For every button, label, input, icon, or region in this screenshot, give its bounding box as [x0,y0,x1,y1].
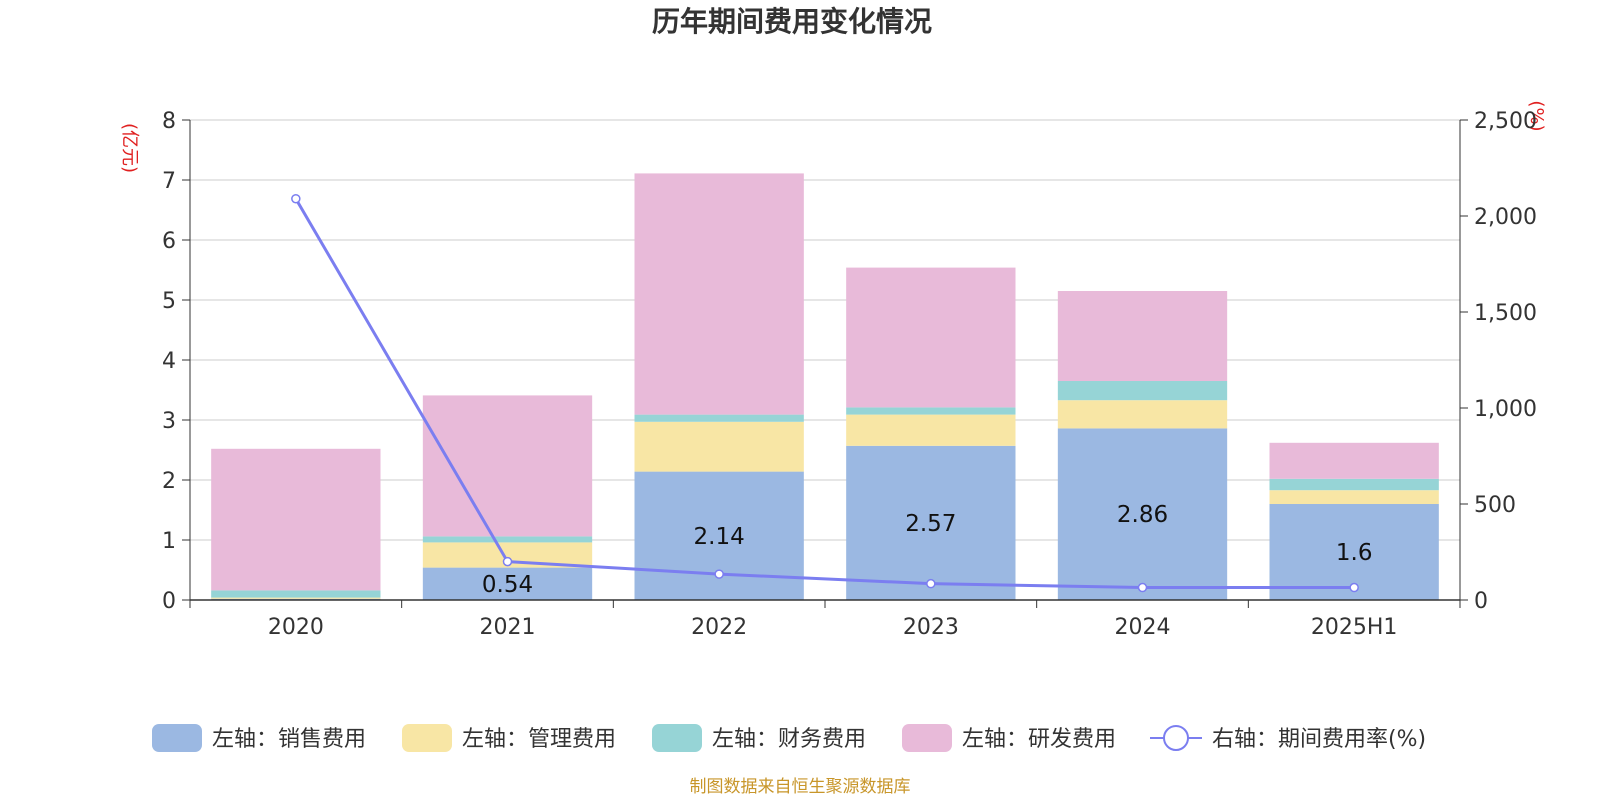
bar-segment [211,590,381,598]
bar-data-label: 2.14 [694,524,745,550]
right-axis-tick-label: 0 [1474,589,1488,614]
rate-point [714,569,724,579]
chart-title: 历年期间费用变化情况 [652,5,932,38]
rate-point [926,578,936,589]
legend-label: 左轴：管理费用 [462,727,616,752]
legend-label: 左轴：销售费用 [212,727,366,752]
x-axis-tick-label: 2022 [691,615,747,640]
left-axis-tick-label: 1 [162,529,176,554]
bar-segment [1269,478,1439,491]
bar-data-label: 2.86 [1117,502,1168,528]
left-axis-tick-label: 5 [162,289,176,314]
rate-point [1349,582,1359,593]
right-axis-unit: (%) [1526,100,1547,131]
data-labels: 0.54 2.14 2.57 2.86 1.6 [482,502,1373,598]
right-axis-tick-label: 2,000 [1474,205,1537,230]
rate-point [1137,582,1148,593]
rate-line [294,197,1355,590]
bar-data-label: 2.57 [905,511,956,537]
left-axis-tick-label: 3 [162,409,176,434]
left-axis-tick-label: 4 [162,349,176,374]
bar-segment [1057,428,1228,600]
legend-swatch [652,724,702,752]
legend-label: 左轴：研发费用 [962,727,1116,752]
right-axis-tick-label: 1,500 [1474,301,1537,326]
x-axis-tick-label: 2024 [1115,615,1171,640]
bar-segment [422,536,593,543]
left-axis-tick-label: 8 [162,109,176,134]
bar-data-label: 1.6 [1336,540,1373,566]
bar-series [211,173,1439,600]
x-axis-tick-label: 2025H1 [1311,615,1398,640]
source-note: 制图数据来自恒生聚源数据库 [690,777,911,797]
legend-label: 右轴：期间费用率(%) [1212,727,1426,752]
bar-segment [422,395,593,537]
axes: 0 1 2 3 4 5 6 7 8 0 500 1,000 1,500 2,000 2,500 2020 202… [162,109,1537,640]
left-axis-unit: (亿元) [119,123,140,173]
x-axis-tick-label: 2020 [268,615,324,640]
left-axis-tick-label: 6 [162,229,176,254]
left-axis-tick-label: 7 [162,169,176,194]
bar-segment [634,414,804,422]
line-series [291,193,1359,593]
rate-point [502,556,513,567]
bar-segment [1057,291,1228,381]
legend: 左轴：销售费用 左轴：管理费用 左轴：财务费用 左轴：研发费用 右轴：期间费用率(%) [152,724,1426,752]
bar-segment [846,414,1016,446]
legend-swatch [402,724,452,752]
left-axis-tick-label: 2 [162,469,176,494]
bar-segment [211,597,381,599]
bar-segment [1057,381,1228,401]
legend-swatch [152,724,202,752]
bar-segment [1269,490,1439,504]
bar-segment [1057,400,1228,429]
bar-segment [422,567,593,600]
left-axis-tick-label: 0 [162,589,176,614]
x-axis-tick-label: 2023 [903,615,959,640]
bar-segment [634,173,804,415]
legend-marker [1163,725,1189,751]
legend-swatch [902,724,952,752]
grid-lines [190,119,1460,541]
right-axis-tick-label: 1,000 [1474,397,1537,422]
rate-point [291,193,301,204]
legend-label: 左轴：财务费用 [712,727,866,752]
bar-segment [1269,442,1439,479]
bar-segment [846,407,1016,415]
bar-segment [846,267,1016,408]
bar-segment [846,445,1016,600]
right-axis-tick-label: 500 [1474,493,1516,518]
x-axis-tick-label: 2021 [480,615,536,640]
bar-segment [211,448,381,591]
right-axis-tick-label: 2,500 [1474,109,1537,134]
bar-segment [634,421,804,472]
bar-data-label: 0.54 [482,572,533,598]
